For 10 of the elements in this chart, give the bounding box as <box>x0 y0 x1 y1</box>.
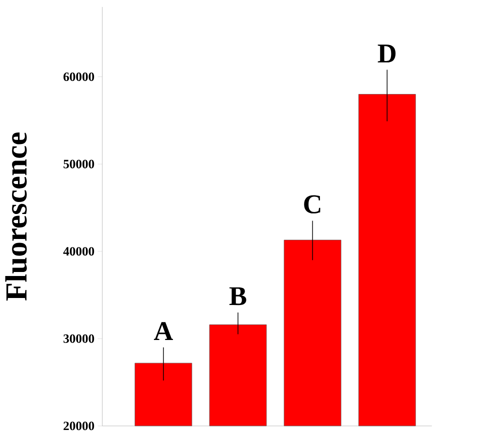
y-tick-label: 60000 <box>64 72 94 82</box>
y-tick-label: 40000 <box>63 247 94 256</box>
y-tick-label: 20000 <box>64 422 94 430</box>
y-axis-title: Fluorescence <box>5 132 27 301</box>
y-tick-label: 50000 <box>64 160 94 168</box>
annotation: A <box>154 322 173 340</box>
annotation: C <box>304 195 320 214</box>
y-tick-label: 30000 <box>64 334 94 343</box>
annotation: D <box>378 44 396 62</box>
annotation: B <box>229 287 246 306</box>
